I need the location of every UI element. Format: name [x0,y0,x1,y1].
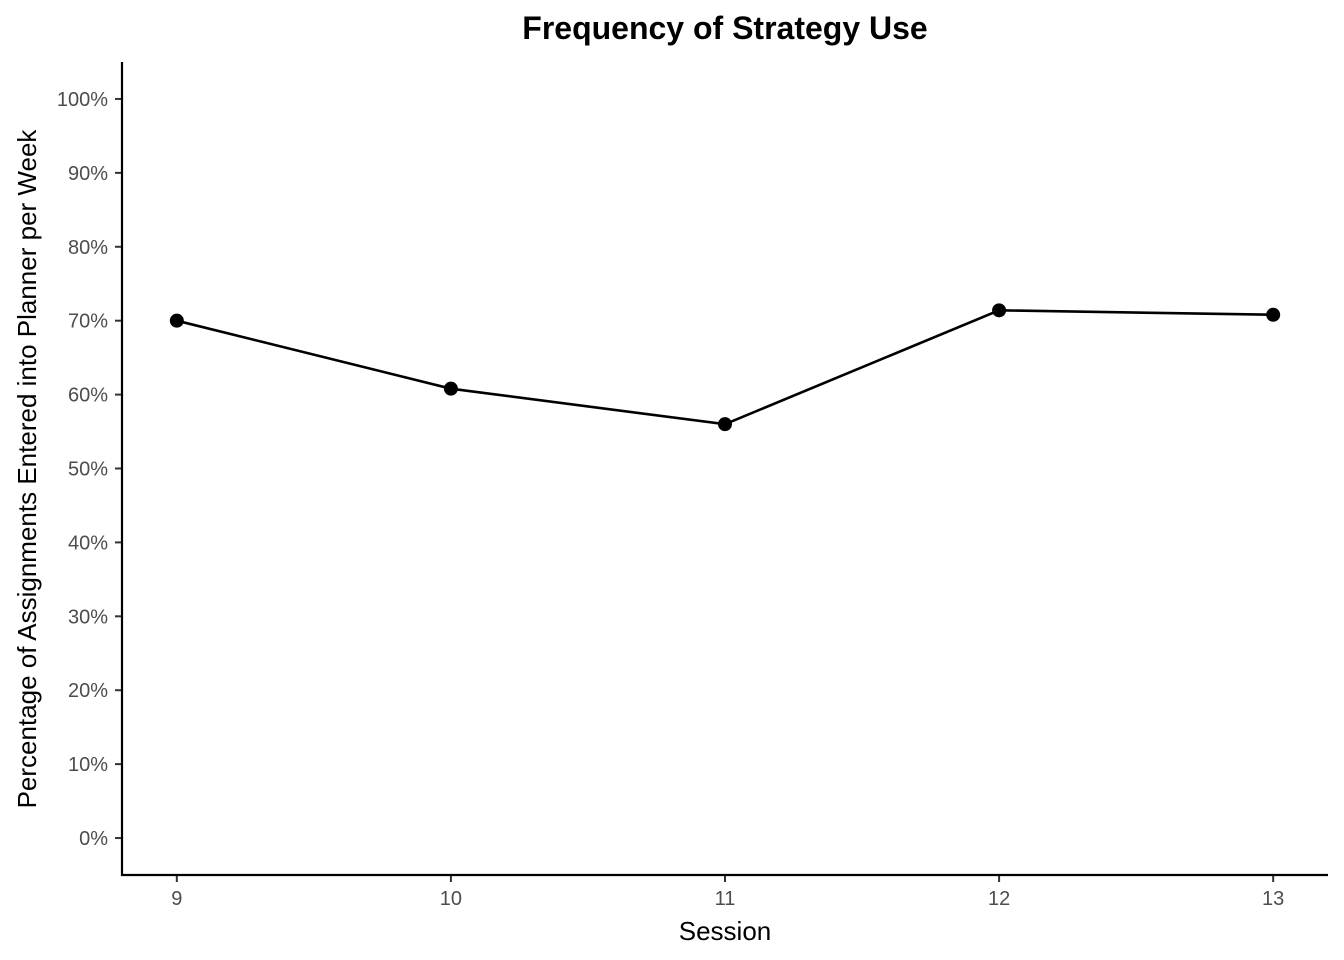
y-tick-label: 70% [68,311,108,333]
y-tick-label: 90% [68,163,108,185]
series-line [176,309,1274,426]
y-tick-label: 40% [68,532,108,554]
data-point [992,303,1007,318]
y-tick-label: 100% [57,89,108,111]
x-tick-label: 10 [440,888,462,910]
y-tick-label: 80% [68,237,108,259]
y-axis-ticks: 0% 10% 20% 30% 40% 50% 60% 70% 80% 90% 100% [57,89,122,850]
x-axis-ticks: 9 10 11 12 13 [171,875,1284,910]
y-tick-label: 30% [68,606,108,628]
series-layer [169,303,1281,432]
y-tick-label: 0% [79,828,108,850]
y-tick-label: 20% [68,680,108,702]
x-tick-label: 12 [988,888,1010,910]
x-tick-label: 11 [715,888,736,910]
y-tick-label: 60% [68,385,108,407]
x-axis-title: Session [679,916,772,946]
y-axis-title: Percentage of Assignments Entered into P… [12,129,42,809]
x-tick-label: 9 [171,888,182,910]
data-point [443,381,458,396]
chart-title: Frequency of Strategy Use [522,10,927,46]
y-tick-label: 10% [68,754,108,776]
data-point [718,417,732,432]
data-point [1266,307,1281,322]
y-tick-label: 50% [68,459,108,481]
data-point [169,313,184,328]
x-tick-label: 13 [1262,888,1284,910]
